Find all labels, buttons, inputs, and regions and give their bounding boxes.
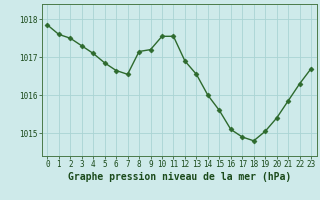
X-axis label: Graphe pression niveau de la mer (hPa): Graphe pression niveau de la mer (hPa) — [68, 172, 291, 182]
